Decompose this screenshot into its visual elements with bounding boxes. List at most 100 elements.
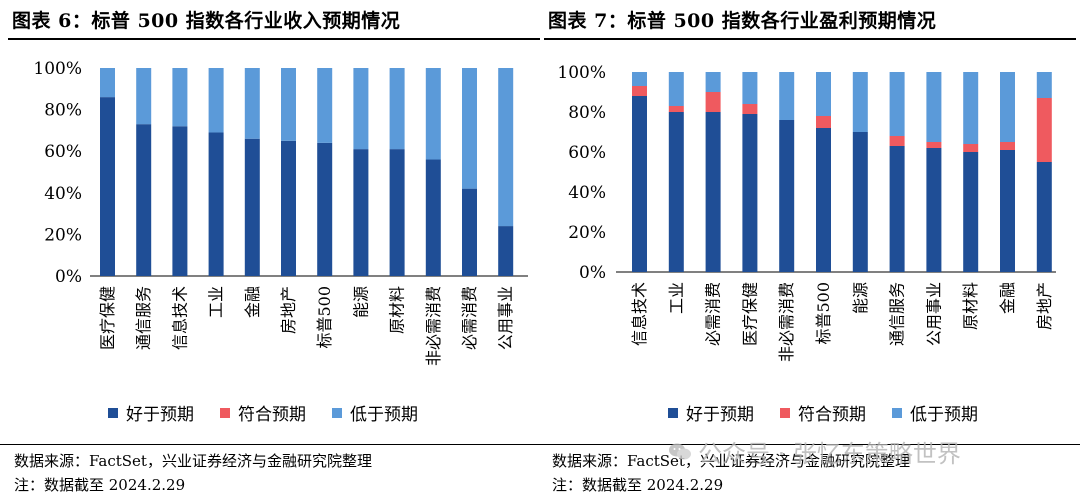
source-note: 数据来源：FactSet，兴业证券经济与金融研究院整理: [552, 452, 910, 470]
bar-segment-low: [100, 68, 115, 98]
x-tick-label: 公用事业: [496, 286, 515, 350]
earnings-chart: 0% 20% 40% 60% 80% 100% 信息技术 工业 必需消费 医疗保健 非必需消费 标普5…: [557, 63, 1056, 362]
legend-item-meet: 符合预期: [220, 400, 306, 425]
bar-segment-low: [498, 68, 514, 227]
chart-title: 图表 6：标普 500 指数各行业收入预期情况: [12, 10, 401, 32]
x-tick-label: 房地产: [1035, 282, 1054, 330]
y-tick-label: 80%: [568, 103, 606, 123]
bar-segment-good: [1036, 162, 1052, 272]
x-tick-label: 金融: [998, 282, 1017, 314]
legend-item-good: 好于预期: [668, 400, 754, 425]
title-divider: [544, 38, 1076, 40]
bar-segment-good: [425, 159, 441, 276]
legend-label: 好于预期: [126, 405, 194, 425]
bar-segment-low: [705, 72, 721, 92]
revenue-chart-panel: 图表 6：标普 500 指数各行业收入预期情况 0% 20% 40% 60% 80% 10…: [8, 0, 540, 440]
bar-segment-good: [963, 152, 979, 272]
y-tick-label: 60%: [568, 143, 606, 163]
bar-segment-low: [136, 68, 152, 125]
bar-segment-meet: [742, 104, 758, 114]
y-tick-label: 20%: [568, 223, 606, 243]
wechat-icon: [669, 443, 691, 459]
x-tick-label: 能源: [351, 286, 370, 318]
bar-segment-good: [1000, 150, 1015, 272]
bar-segment-low: [425, 68, 441, 160]
watermark: 公众号 · 张忆东策略世界: [668, 434, 961, 469]
bar-segment-low: [668, 72, 684, 106]
bar-segment-low: [779, 72, 795, 120]
bar-segment-meet: [668, 106, 684, 112]
chart-title: 图表 7：标普 500 指数各行业盈利预期情况: [548, 10, 937, 32]
legend-item-meet: 符合预期: [780, 400, 866, 425]
bar-segment-low: [389, 68, 405, 150]
bar-segment-low: [244, 68, 260, 139]
bar-segment-good: [281, 140, 296, 276]
bar-segment-good: [668, 112, 684, 272]
y-tick-label: 20%: [44, 225, 82, 245]
chart-legend: 好于预期 符合预期 低于预期: [108, 400, 418, 425]
bar-segment-meet: [816, 116, 831, 128]
bar-segment-low: [816, 72, 831, 116]
bar-segment-good: [208, 132, 224, 276]
bar-segment-meet: [632, 86, 647, 96]
legend-swatch-good: [668, 407, 678, 418]
legend-label: 好于预期: [686, 405, 754, 425]
bar-segment-good: [100, 97, 115, 277]
x-tick-label: 金融: [243, 286, 262, 318]
bar-segment-good: [353, 149, 369, 276]
bar-segment-good: [889, 146, 905, 272]
bar-segment-low: [926, 72, 942, 142]
date-note: 注：数据截至 2024.2.29: [552, 476, 724, 494]
legend-item-good: 好于预期: [108, 400, 194, 425]
legend-item-low: 低于预期: [892, 400, 978, 425]
bar-segment-low: [1036, 72, 1052, 98]
bar-segment-low: [208, 68, 224, 133]
y-tick-label: 80%: [44, 101, 82, 121]
bar-segment-good: [779, 120, 795, 272]
x-tick-label: 必需消费: [704, 282, 723, 346]
bar-segment-low: [462, 68, 477, 189]
bar-segment-low: [742, 72, 758, 104]
chart-legend: 好于预期 符合预期 低于预期: [668, 400, 978, 425]
bar-segment-low: [963, 72, 979, 144]
bar-segment-low: [281, 68, 296, 141]
x-tick-label: 通信服务: [134, 286, 153, 350]
x-tick-label: 公用事业: [924, 282, 943, 346]
y-tick-label: 100%: [33, 59, 82, 79]
x-tick-label: 医疗保健: [98, 286, 117, 350]
bar-segment-good: [389, 149, 405, 276]
bar-segment-low: [353, 68, 369, 150]
legend-label: 符合预期: [798, 405, 866, 425]
legend-label: 低于预期: [910, 405, 978, 425]
x-tick-label: 医疗保健: [740, 282, 759, 346]
y-tick-label: 0%: [55, 267, 82, 287]
earnings-chart-panel: 图表 7：标普 500 指数各行业盈利预期情况 0% 20% 40% 60% 80% 10…: [544, 0, 1076, 440]
x-tick-label: 工业: [207, 286, 226, 318]
bar-segment-good: [462, 188, 477, 276]
watermark-text: 公众号 · 张忆东策略世界: [698, 440, 961, 468]
bar-segment-meet: [705, 92, 721, 112]
bar-segment-meet: [926, 142, 942, 148]
bar-segment-low: [852, 72, 868, 132]
y-tick-label: 60%: [44, 142, 82, 162]
bar-segment-low: [172, 68, 188, 127]
bar-segment-good: [172, 126, 188, 277]
x-tick-label: 必需消费: [460, 286, 479, 350]
x-tick-label: 原材料: [388, 286, 407, 334]
bar-segment-good: [136, 124, 152, 276]
bar-segment-low: [317, 68, 333, 143]
legend-item-low: 低于预期: [332, 400, 418, 425]
footer-divider: [0, 444, 1080, 445]
bar-segment-good: [317, 142, 333, 276]
x-tick-label: 房地产: [279, 286, 298, 334]
x-tick-label: 原材料: [961, 282, 980, 330]
bar-segment-meet: [1000, 142, 1015, 150]
legend-swatch-low: [332, 407, 342, 418]
bar-segment-meet: [889, 136, 905, 146]
x-tick-label: 非必需消费: [424, 286, 443, 366]
y-tick-label: 0%: [579, 263, 606, 283]
bar-segment-good: [742, 114, 758, 272]
x-tick-label: 标普500: [814, 282, 833, 345]
y-tick-label: 100%: [557, 63, 606, 83]
bar-segment-good: [926, 148, 942, 272]
